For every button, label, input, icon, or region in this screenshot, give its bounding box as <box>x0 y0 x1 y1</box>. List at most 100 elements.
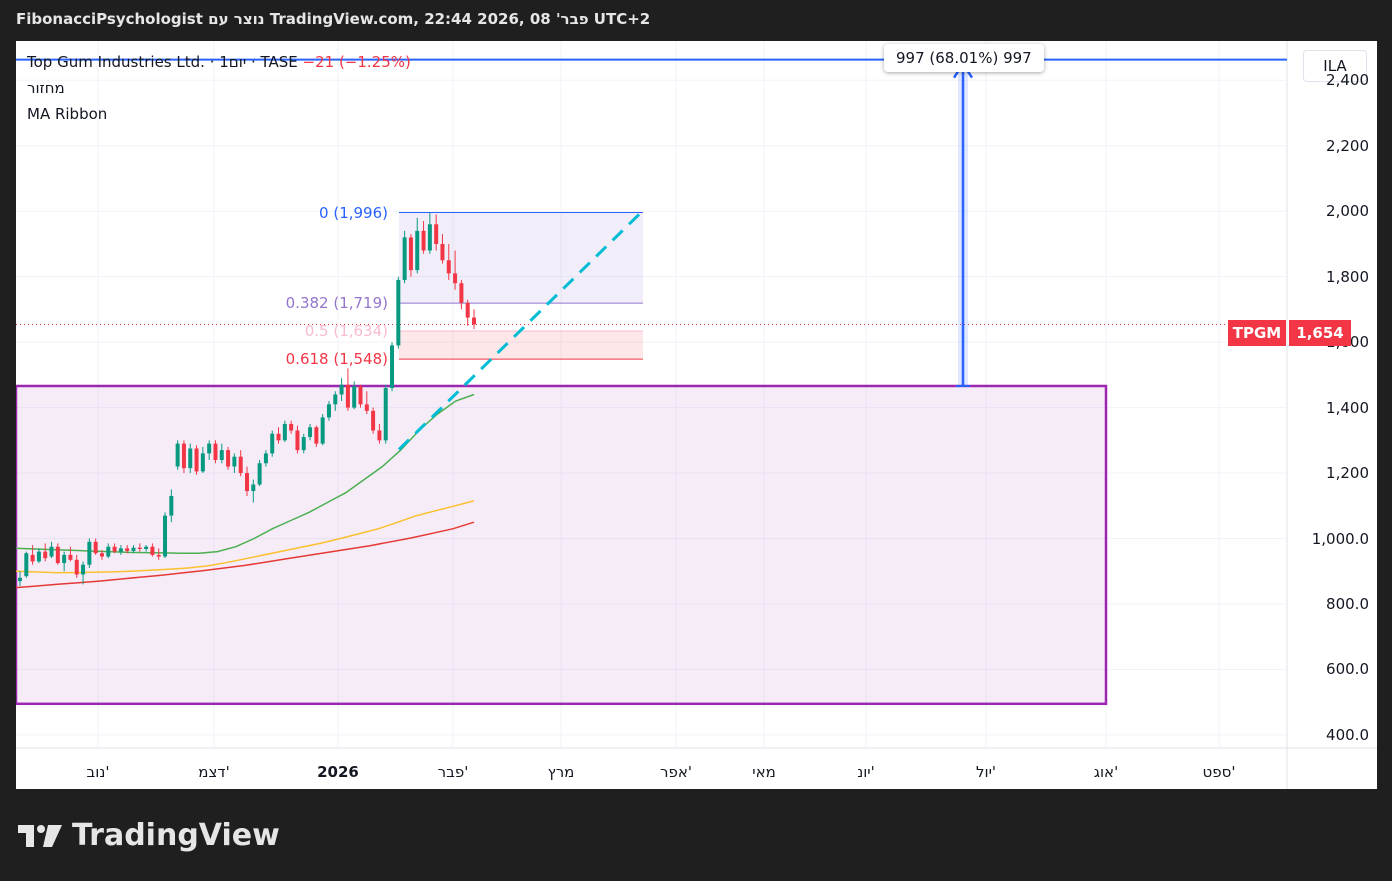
candle-body <box>219 450 224 460</box>
candle-body <box>81 564 86 575</box>
ma-slow-line <box>16 521 475 589</box>
candle-body <box>276 433 281 441</box>
symbol-name: Top Gum Industries Ltd. · 1יום · TASE <box>27 53 298 71</box>
candle-body <box>245 473 249 492</box>
candle-body <box>421 230 426 251</box>
x-tick-label: נוב' <box>86 763 110 781</box>
candle-body <box>263 453 268 464</box>
candle-body <box>326 404 331 418</box>
candle-body <box>99 553 104 557</box>
candle-body <box>62 554 67 564</box>
chart-header-title: FibonacciPsychologist נוצר עם TradingVie… <box>16 10 651 28</box>
candle-body <box>308 427 313 438</box>
trend-line <box>397 211 643 451</box>
last-price-tag: 1,654 <box>1289 320 1351 346</box>
candle-body <box>427 224 432 251</box>
candle-body <box>18 577 22 582</box>
y-tick-label: 1,200 <box>1326 464 1369 483</box>
candle-body <box>415 230 420 271</box>
candle-body <box>188 448 193 469</box>
candle-body <box>163 515 168 557</box>
x-tick-label: יול' <box>975 763 997 781</box>
currency-button[interactable]: ILA <box>1303 50 1367 82</box>
fib-label: 0 (1,996) <box>319 203 388 222</box>
candle-body <box>213 443 218 460</box>
candle-body <box>106 546 111 557</box>
candle-body <box>93 541 98 554</box>
candle-body <box>207 443 212 454</box>
candle-body <box>156 554 161 557</box>
fib-label: 0.5 (1,634) <box>304 322 388 340</box>
candle-body <box>43 551 48 559</box>
candle-body <box>371 410 376 431</box>
x-tick-label: דצמ' <box>198 763 230 781</box>
candle-body <box>345 384 350 408</box>
indicator-volume[interactable]: מחזור <box>27 79 65 97</box>
symbol-legend[interactable]: Top Gum Industries Ltd. · 1יום · TASE −2… <box>27 53 411 71</box>
candle-body <box>232 456 237 467</box>
candle-body <box>408 237 413 271</box>
candle-body <box>396 279 401 346</box>
candle-body <box>144 546 149 549</box>
y-tick-label: 800.0 <box>1326 594 1369 613</box>
fib-zone-upper <box>399 212 643 304</box>
candle-body <box>446 260 451 274</box>
x-tick-label: יונ' <box>857 763 875 781</box>
candle-body <box>112 546 117 552</box>
candle-body <box>320 417 325 444</box>
candle-body <box>402 237 407 280</box>
fib-zone-lower <box>399 331 643 360</box>
candle-body <box>339 384 344 395</box>
x-tick-label: ספט' <box>1202 763 1236 781</box>
y-tick-label: 1,000.0 <box>1311 529 1369 548</box>
indicator-ma-ribbon[interactable]: MA Ribbon <box>27 105 108 123</box>
x-tick-label: אפר' <box>660 763 692 781</box>
tradingview-logo-icon <box>18 824 62 847</box>
candle-body <box>24 553 29 577</box>
candle-body <box>30 554 35 562</box>
candle-body <box>453 273 458 284</box>
y-tick-label: 600.0 <box>1326 660 1369 679</box>
candle-body <box>301 437 306 451</box>
candle-body <box>36 551 41 562</box>
candle-body <box>257 463 262 485</box>
candle-body <box>459 283 464 303</box>
ma-fast-line <box>16 393 475 554</box>
candle-body <box>364 404 369 411</box>
ticker-tag: TPGM <box>1228 320 1286 346</box>
fib-label: 0.618 (1,548) <box>285 350 388 369</box>
chart-frame[interactable]: Top Gum Industries Ltd. · 1יום · TASE −2… <box>16 41 1377 789</box>
candle-body <box>74 559 79 575</box>
candle-body <box>377 430 382 441</box>
measure-label: 997 (68.01%) 997 <box>884 44 1044 72</box>
candle-body <box>175 443 180 467</box>
candle-body <box>383 387 388 441</box>
y-tick-label: 1,400 <box>1326 398 1369 417</box>
candle-body <box>282 423 287 441</box>
x-tick-label: אוג' <box>1093 763 1119 781</box>
candle-body <box>238 456 243 474</box>
x-tick-label: מרץ <box>547 763 575 781</box>
candle-body <box>434 224 439 244</box>
candle-body <box>118 548 123 552</box>
y-tick-label: 2,000 <box>1326 202 1369 221</box>
candle-body <box>295 430 300 451</box>
candle-body <box>68 554 73 560</box>
candle-body <box>55 546 60 564</box>
price-chart[interactable] <box>16 41 1377 789</box>
candle-body <box>49 546 54 557</box>
candle-body <box>200 453 205 472</box>
candle-body <box>440 243 445 261</box>
y-tick-label: 400.0 <box>1326 725 1369 744</box>
candle-body <box>358 386 363 405</box>
candle-body <box>125 548 130 551</box>
y-tick-label: 2,200 <box>1326 136 1369 155</box>
x-tick-label: 2026 <box>317 763 359 781</box>
range-box <box>16 384 1108 706</box>
x-tick-label: מאי <box>752 763 776 781</box>
x-tick-label: פבר' <box>437 763 469 781</box>
tradingview-logo[interactable]: TradingView <box>18 818 280 853</box>
candle-body <box>472 317 476 325</box>
tradingview-logo-text: TradingView <box>72 818 280 853</box>
candle-body <box>270 433 275 454</box>
